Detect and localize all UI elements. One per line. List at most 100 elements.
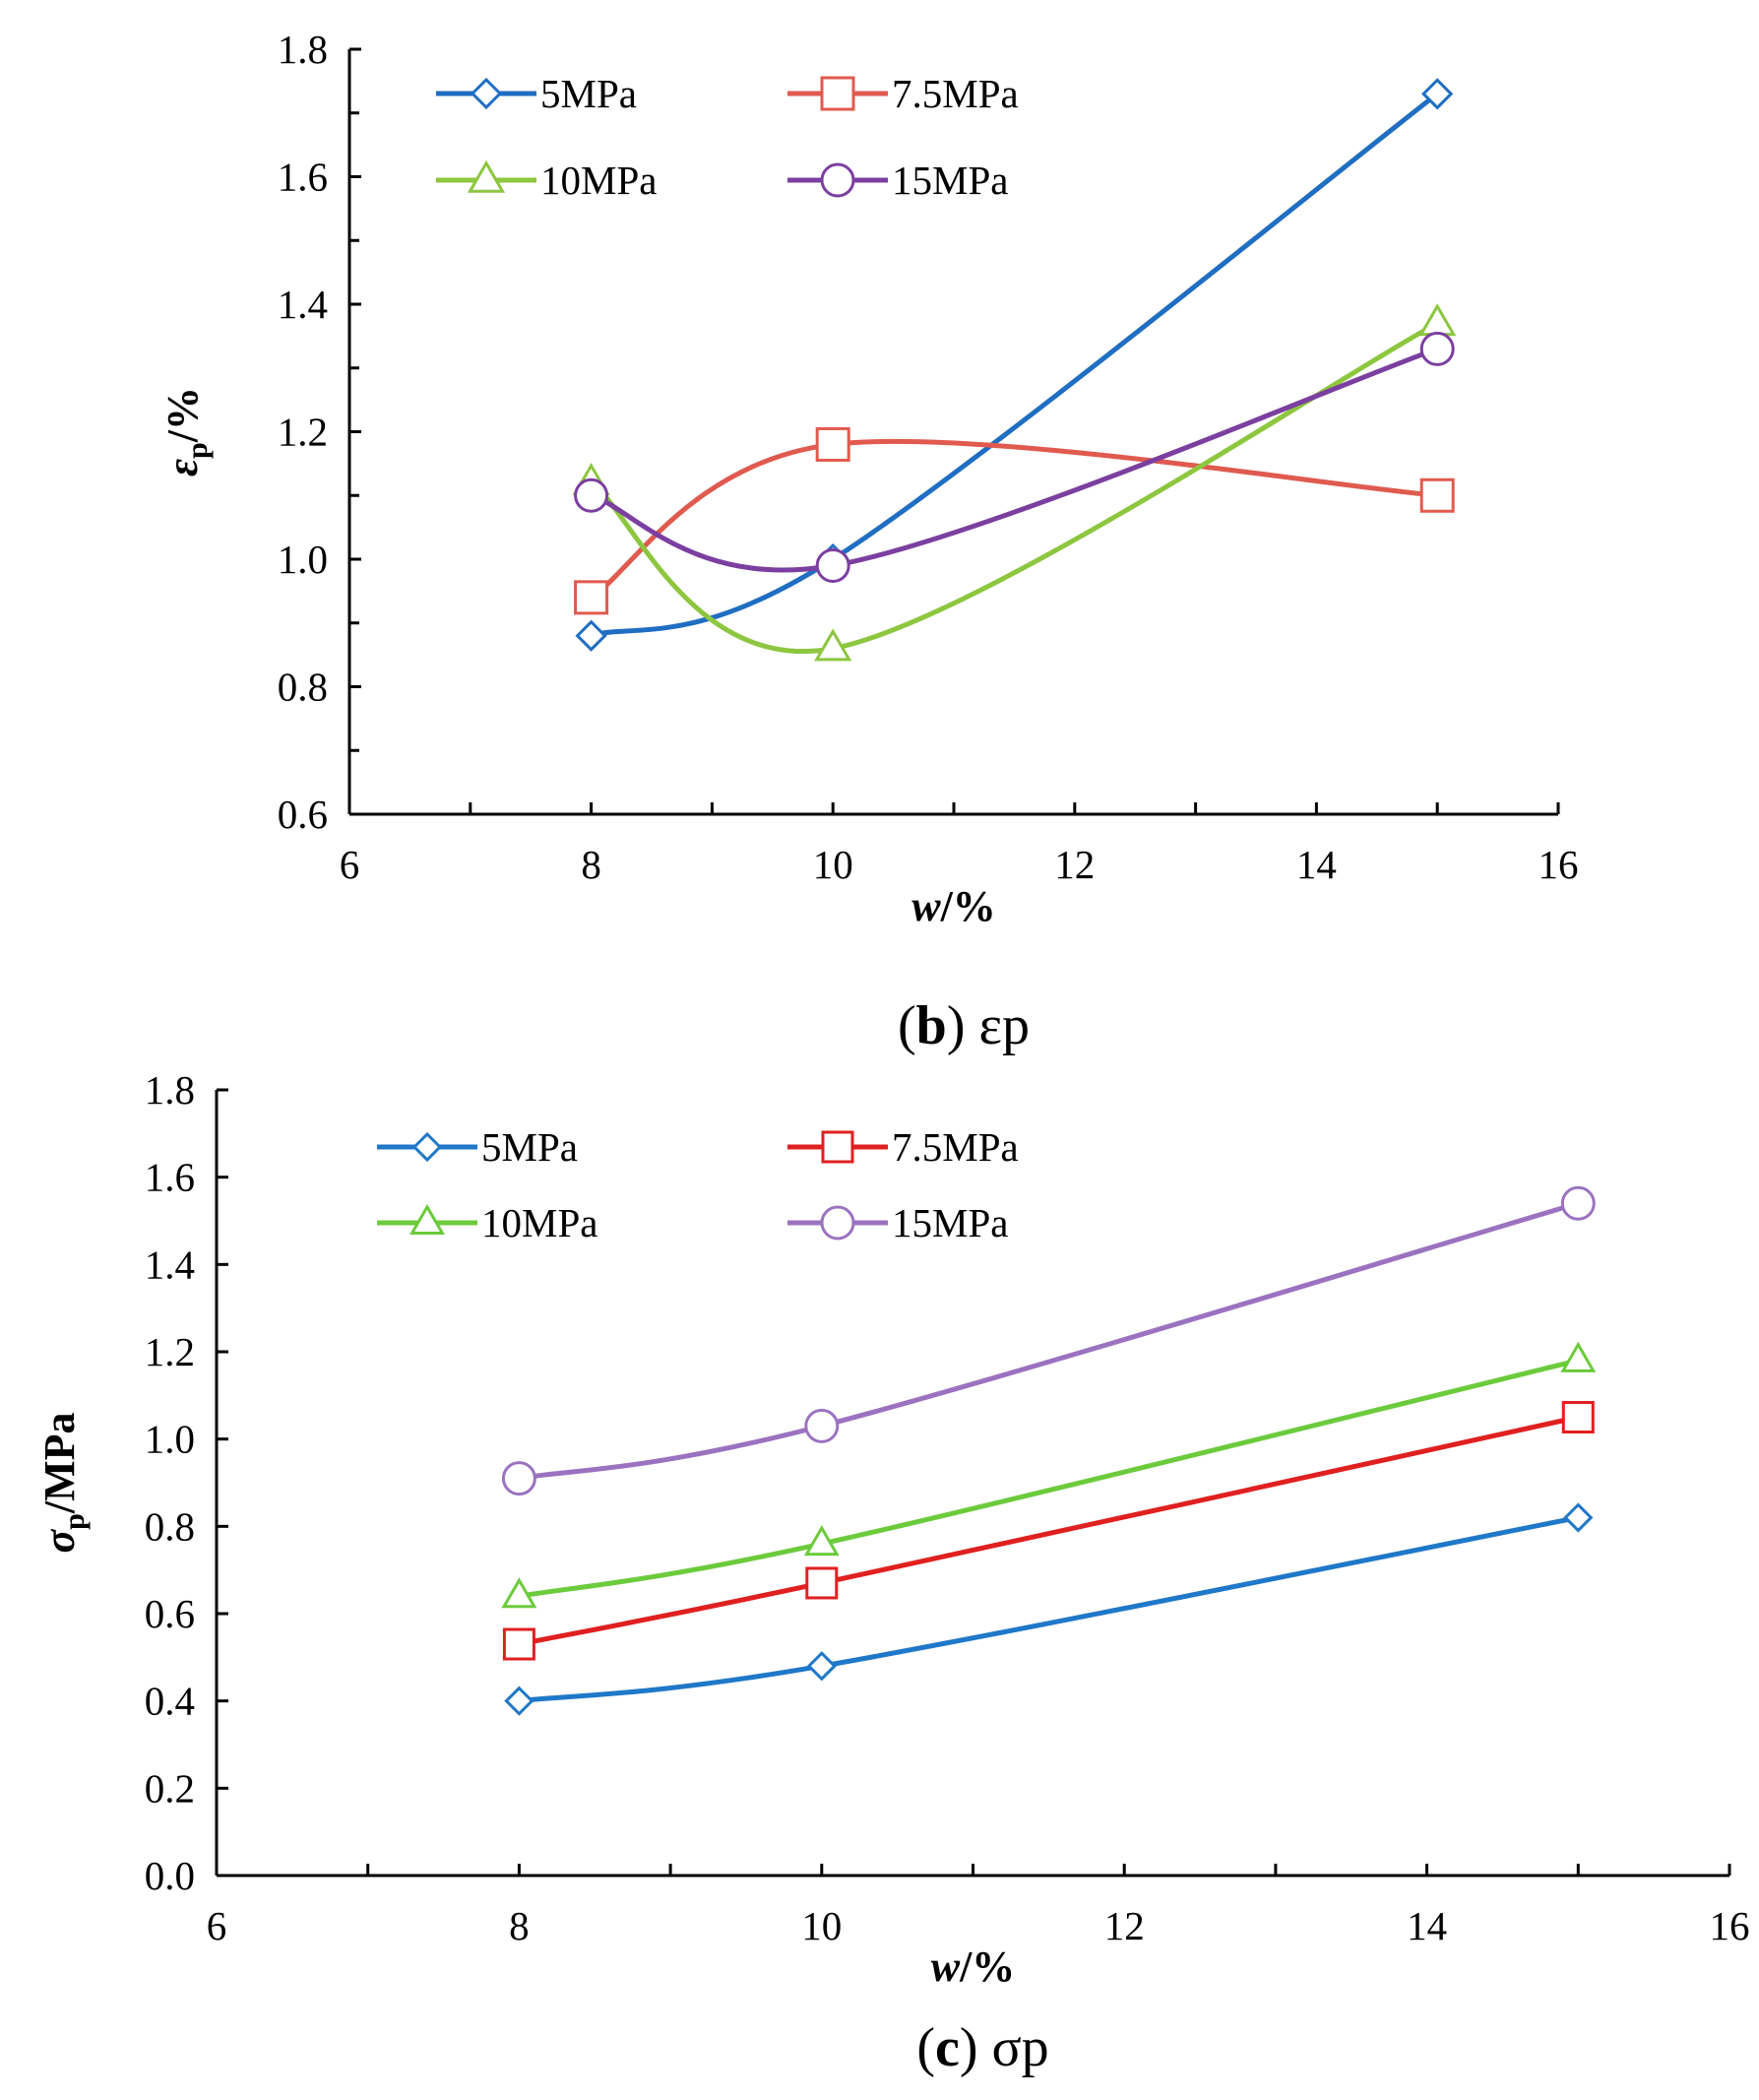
data-point-5mpa bbox=[504, 1686, 534, 1716]
data-point-5mpa bbox=[1421, 78, 1454, 110]
legend-swatch-marker bbox=[820, 1205, 855, 1241]
y-tick-label: 1.8 bbox=[145, 1067, 195, 1113]
legend-label: 7.5MPa bbox=[892, 1124, 1019, 1170]
x-axis-title: w/% bbox=[931, 1942, 1016, 1991]
y-tick-label: 1.0 bbox=[278, 537, 328, 582]
series-15mpa bbox=[501, 1185, 1596, 1496]
caption-open-paren: ( bbox=[898, 995, 916, 1056]
y-axis-title: εp/% bbox=[158, 387, 214, 477]
x-tick-label: 6 bbox=[340, 842, 360, 887]
data-point-7-5mpa bbox=[1419, 477, 1455, 513]
data-point-7-5mpa bbox=[574, 580, 609, 615]
y-tick-label: 0.6 bbox=[145, 1591, 195, 1636]
caption-close-paren: ) bbox=[960, 2017, 992, 2078]
caption-letter: b bbox=[916, 995, 947, 1056]
x-tick-label: 8 bbox=[509, 1903, 530, 1948]
y-tick-label: 1.2 bbox=[278, 410, 328, 455]
legend-label: 10MPa bbox=[481, 1200, 597, 1245]
caption-close-paren: ) bbox=[947, 995, 979, 1056]
data-point-15mpa bbox=[1560, 1185, 1596, 1221]
legend-label: 15MPa bbox=[892, 158, 1008, 203]
x-tick-label: 14 bbox=[1407, 1903, 1447, 1948]
y-tick-label: 0.8 bbox=[145, 1503, 195, 1549]
x-tick-label: 12 bbox=[1104, 1903, 1145, 1948]
y-tick-label: 1.2 bbox=[145, 1329, 195, 1374]
data-point-10mpa bbox=[803, 1524, 840, 1557]
y-axis-title-main: ε bbox=[158, 459, 207, 477]
legend-label: 5MPa bbox=[540, 71, 637, 116]
y-tick-label: 1.6 bbox=[145, 1155, 195, 1200]
x-tick-label: 8 bbox=[581, 842, 601, 887]
x-tick-label: 6 bbox=[207, 1903, 227, 1948]
series-15mpa bbox=[574, 331, 1455, 583]
y-axis-title-sub: p bbox=[181, 442, 214, 459]
x-tick-label: 16 bbox=[1539, 842, 1579, 887]
x-tick-label: 10 bbox=[801, 1903, 842, 1948]
x-axis-title-unit: /% bbox=[940, 882, 996, 930]
series-line-15mpa bbox=[589, 346, 1440, 573]
data-point-15mpa bbox=[501, 1461, 536, 1496]
y-tick-label: 1.6 bbox=[278, 155, 328, 200]
data-point-7-5mpa bbox=[805, 1566, 839, 1600]
legend-item-7-5mpa: 7.5MPa bbox=[787, 71, 1019, 116]
x-axis-title-unit: /% bbox=[959, 1942, 1015, 1991]
data-point-15mpa bbox=[1419, 331, 1455, 366]
legend-item-7-5mpa: 7.5MPa bbox=[787, 1124, 1019, 1170]
legend-item-10mpa: 10MPa bbox=[436, 158, 657, 203]
data-point-5mpa bbox=[1563, 1502, 1594, 1533]
caption-letter: c bbox=[935, 2017, 960, 2078]
x-tick-label: 14 bbox=[1296, 842, 1337, 887]
y-tick-label: 0.4 bbox=[145, 1679, 195, 1724]
data-point-5mpa bbox=[575, 619, 607, 652]
series-line-7-5mpa bbox=[516, 1415, 1581, 1647]
legend-item-5mpa: 5MPa bbox=[377, 1124, 578, 1170]
data-point-15mpa bbox=[815, 547, 850, 583]
y-axis-title-main: σ bbox=[35, 1529, 84, 1554]
series-7-5mpa bbox=[574, 426, 1455, 615]
legend-swatch-marker bbox=[821, 1130, 854, 1164]
y-tick-label: 0.2 bbox=[145, 1765, 195, 1811]
series-5mpa bbox=[575, 78, 1454, 652]
caption-symbol: σp bbox=[991, 2017, 1048, 2078]
data-point-5mpa bbox=[806, 1651, 837, 1682]
legend-swatch-marker bbox=[470, 77, 503, 110]
series-line-15mpa bbox=[516, 1200, 1581, 1482]
legend-item-5mpa: 5MPa bbox=[436, 71, 637, 116]
legend-swatch-marker bbox=[820, 76, 855, 111]
x-axis-title: w/% bbox=[911, 882, 996, 930]
data-point-15mpa bbox=[574, 477, 609, 513]
data-point-10mpa bbox=[501, 1577, 537, 1609]
y-tick-label: 1.0 bbox=[145, 1417, 195, 1462]
y-axis-title: σp/MPa bbox=[35, 1412, 91, 1553]
x-axis-title-main: w bbox=[911, 882, 941, 930]
y-tick-label: 1.4 bbox=[278, 282, 328, 327]
x-tick-label: 12 bbox=[1054, 842, 1095, 887]
y-tick-label: 0.8 bbox=[278, 665, 328, 710]
legend-swatch-marker bbox=[408, 1203, 446, 1235]
series-line-7-5mpa bbox=[589, 438, 1440, 601]
series-line-5mpa bbox=[589, 91, 1440, 639]
series-7-5mpa bbox=[502, 1401, 1595, 1661]
y-axis-title-sub: p bbox=[58, 1513, 91, 1530]
panel-caption: (b) εp bbox=[898, 995, 1030, 1056]
legend-item-15mpa: 15MPa bbox=[787, 158, 1008, 203]
data-point-15mpa bbox=[804, 1408, 840, 1443]
data-point-7-5mpa bbox=[815, 426, 850, 462]
data-point-7-5mpa bbox=[1561, 1401, 1595, 1433]
panel-caption: (c) σp bbox=[916, 2017, 1048, 2078]
legend-item-10mpa: 10MPa bbox=[377, 1200, 597, 1245]
legend-swatch-marker bbox=[467, 159, 506, 193]
series-line-5mpa bbox=[516, 1514, 1581, 1704]
y-tick-label: 0.0 bbox=[145, 1853, 195, 1898]
y-tick-label: 1.8 bbox=[278, 27, 328, 72]
y-tick-label: 0.6 bbox=[278, 792, 328, 837]
x-axis-title-main: w bbox=[931, 1942, 961, 1991]
legend-swatch-marker bbox=[820, 162, 855, 198]
x-tick-label: 10 bbox=[813, 842, 853, 887]
legend-label: 10MPa bbox=[540, 158, 657, 203]
series-5mpa bbox=[504, 1502, 1594, 1716]
legend-swatch-marker bbox=[411, 1131, 443, 1163]
series-line-10mpa bbox=[516, 1358, 1581, 1599]
caption-open-paren: ( bbox=[916, 2017, 935, 2078]
y-tick-label: 1.4 bbox=[145, 1241, 195, 1287]
